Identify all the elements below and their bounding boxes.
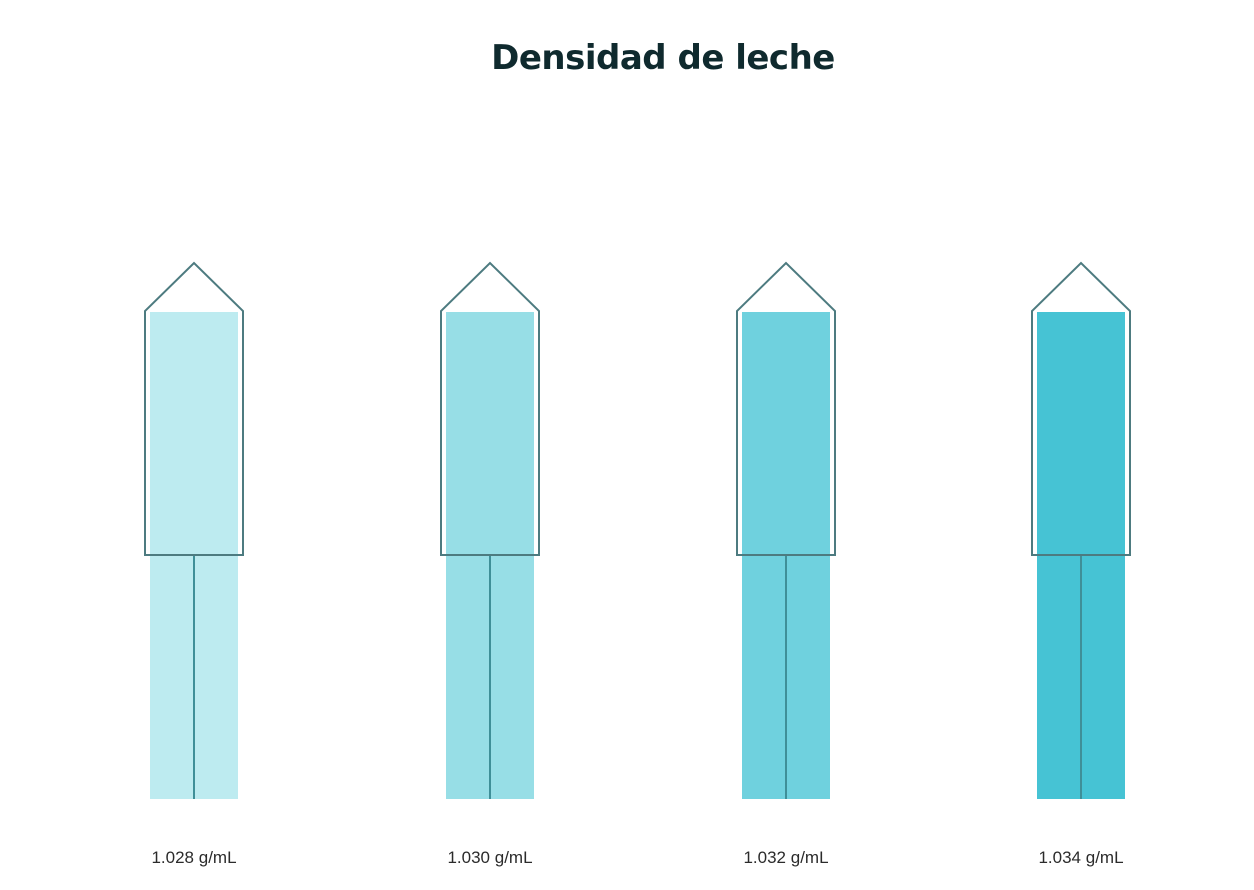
density-label-1028: 1.028 g/mL: [151, 848, 237, 867]
hydrometer-3: [736, 261, 836, 799]
hydrometer-2: [440, 261, 540, 799]
density-label-1034: 1.034 g/mL: [1038, 848, 1124, 867]
hydrometer-outline: [1031, 261, 1131, 556]
hydrometer-outline: [144, 261, 244, 556]
hydrometer-4: [1031, 261, 1131, 799]
hydrometer-outline: [440, 261, 540, 556]
density-label-1030: 1.030 g/mL: [447, 848, 533, 867]
hydrometer-1: [144, 261, 244, 799]
density-label-1032: 1.032 g/mL: [743, 848, 829, 867]
page-title: Densidad de leche: [491, 38, 835, 78]
hydrometer-outline: [736, 261, 836, 556]
